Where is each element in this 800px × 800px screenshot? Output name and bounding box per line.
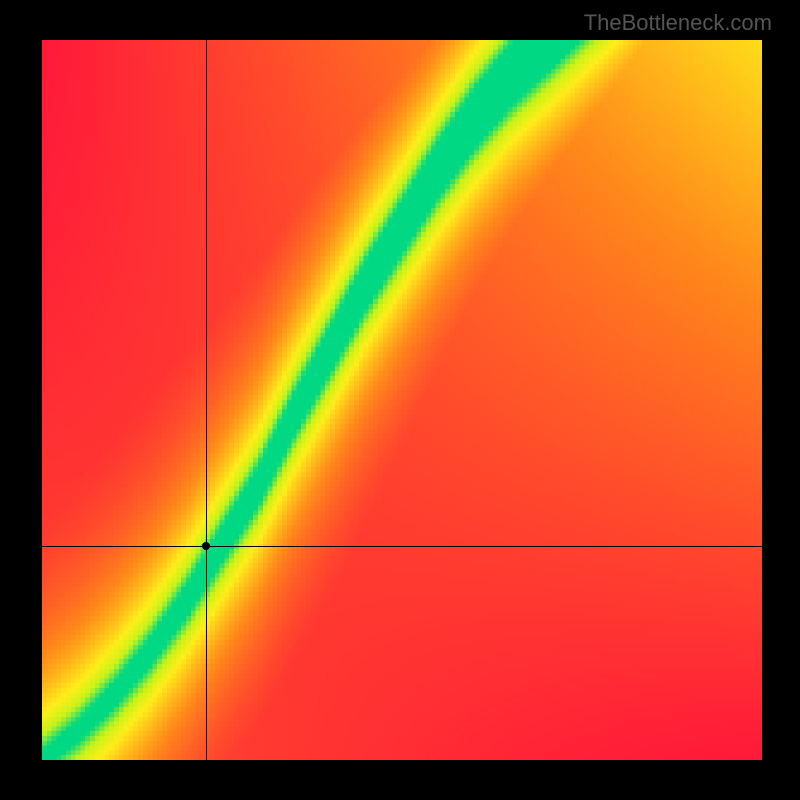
crosshair-horizontal-line bbox=[42, 546, 762, 547]
watermark-text: TheBottleneck.com bbox=[584, 10, 772, 36]
figure-container: TheBottleneck.com bbox=[0, 0, 800, 800]
crosshair-vertical-line bbox=[206, 40, 207, 760]
bottleneck-heatmap bbox=[42, 40, 762, 760]
